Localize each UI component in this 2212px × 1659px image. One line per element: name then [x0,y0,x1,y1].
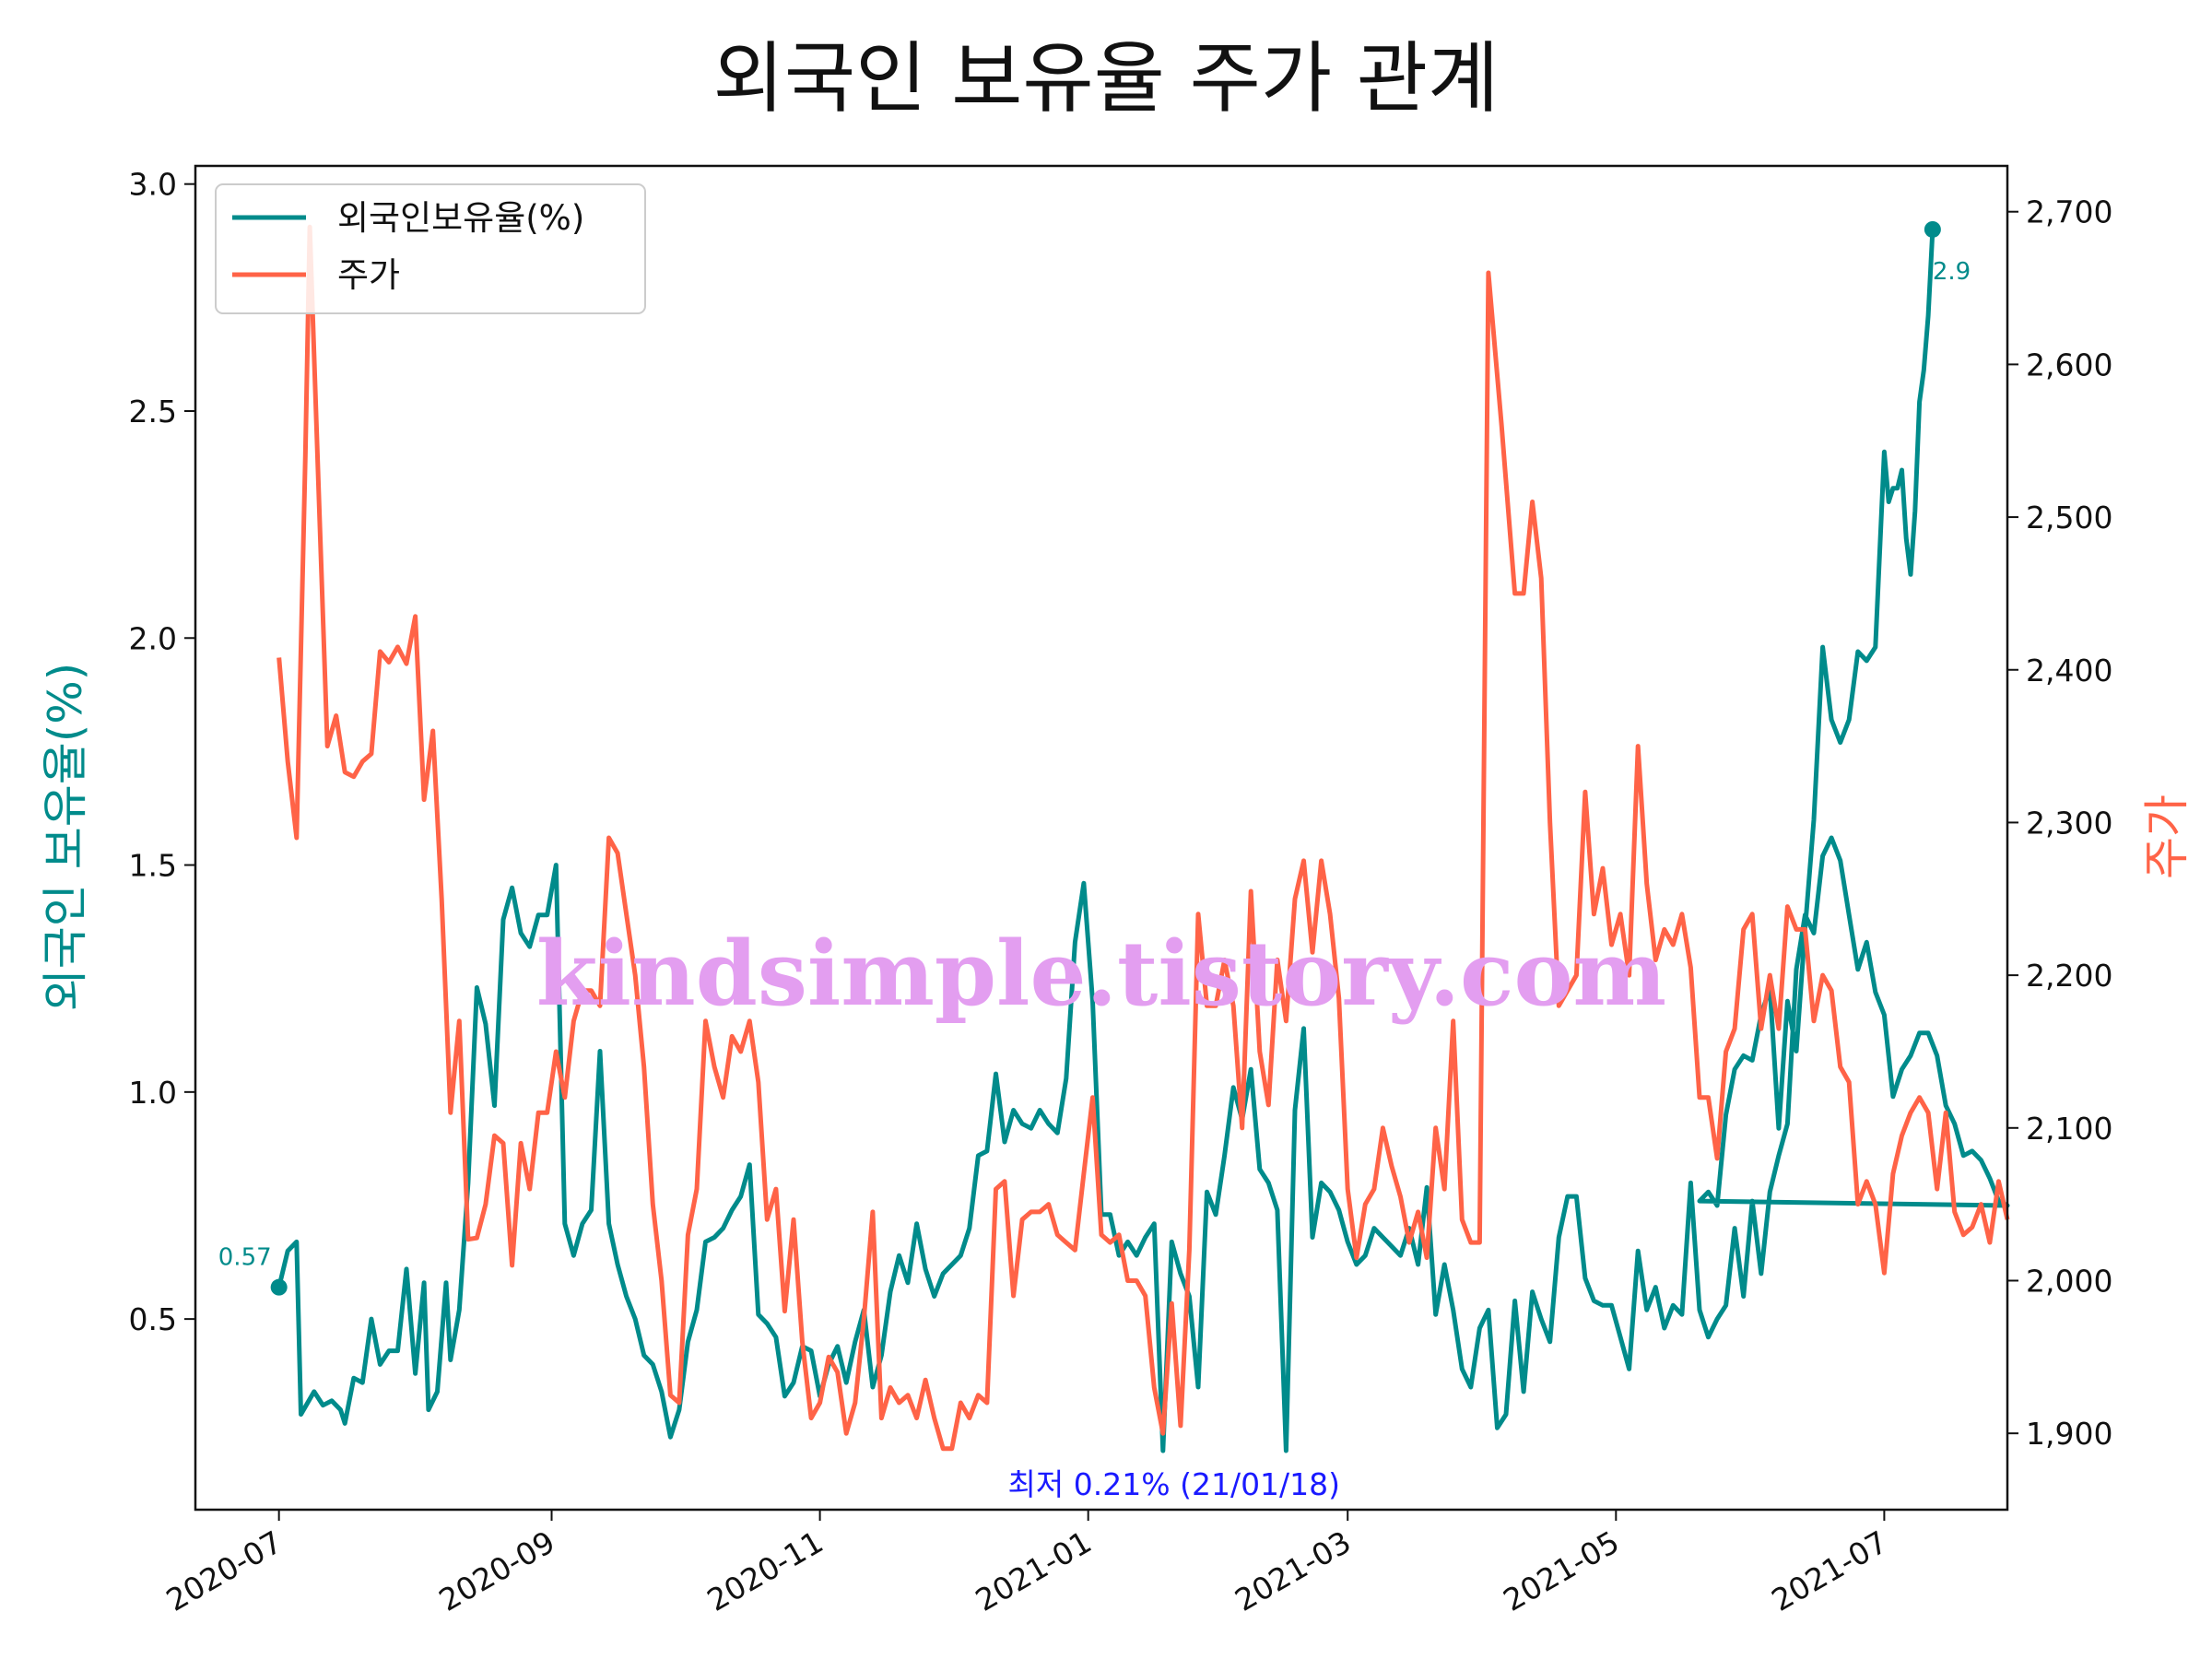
left-y-tick-label: 2.5 [129,394,177,429]
right-y-tick-label: 2,500 [2026,500,2112,535]
legend-label-foreign: 외국인보유율(%) [337,198,584,238]
legend-label-price: 주가 [337,255,400,295]
annotation-layer: 0.57 2.9 최저 0.21% (21/01/18) [218,220,1971,1502]
left-y-tick-label: 2.0 [129,620,177,656]
left-y-tick-label: 1.5 [129,848,177,884]
right-y-tick-label: 2,700 [2026,194,2112,230]
series-layer [276,224,2010,1453]
legend: 외국인보유율(%) 주가 [215,183,646,314]
right-axis-label: 주가 [2140,794,2194,879]
start-value-label: 0.57 [218,1244,272,1272]
x-tick-label: 2020-11 [701,1524,830,1618]
left-axis-label: 외국인 보유율(%) [39,663,92,1011]
right-y-tick-label: 1,900 [2026,1416,2112,1452]
legend-box [215,183,646,314]
x-tick-label: 2020-09 [433,1524,561,1618]
right-y-tick-label: 2,600 [2026,347,2112,382]
series-line-foreign-holding [276,229,2010,1453]
left-y-tick-label: 3.0 [129,167,177,203]
chart-title: 외국인 보유율 주가 관계 [712,33,1500,124]
left-y-tick-label: 1.0 [129,1075,177,1111]
right-y-tick-label: 2,300 [2026,805,2112,841]
right-y-tick-label: 2,000 [2026,1263,2112,1299]
x-tick-label: 2021-05 [1497,1524,1625,1618]
end-point-marker [1924,220,1941,238]
plot-frame [194,164,2009,1512]
left-y-tick-label: 0.5 [129,1301,177,1337]
series-line-price [276,224,2010,1452]
right-y-tick-label: 2,200 [2026,958,2112,994]
end-value-label: 2.9 [1933,258,1971,286]
right-y-tick-label: 2,400 [2026,653,2112,688]
right-y-tick-label: 2,100 [2026,1111,2112,1147]
min-annotation: 최저 0.21% (21/01/18) [1008,1466,1341,1502]
x-tick-label: 2020-07 [160,1524,288,1618]
watermark: kindsimple.tistory.com [536,922,1666,1026]
x-tick-label: 2021-03 [1229,1524,1357,1618]
x-tick-label: 2021-07 [1765,1524,1893,1618]
x-tick-label: 2021-01 [970,1524,1098,1618]
start-point-marker [270,1278,288,1296]
